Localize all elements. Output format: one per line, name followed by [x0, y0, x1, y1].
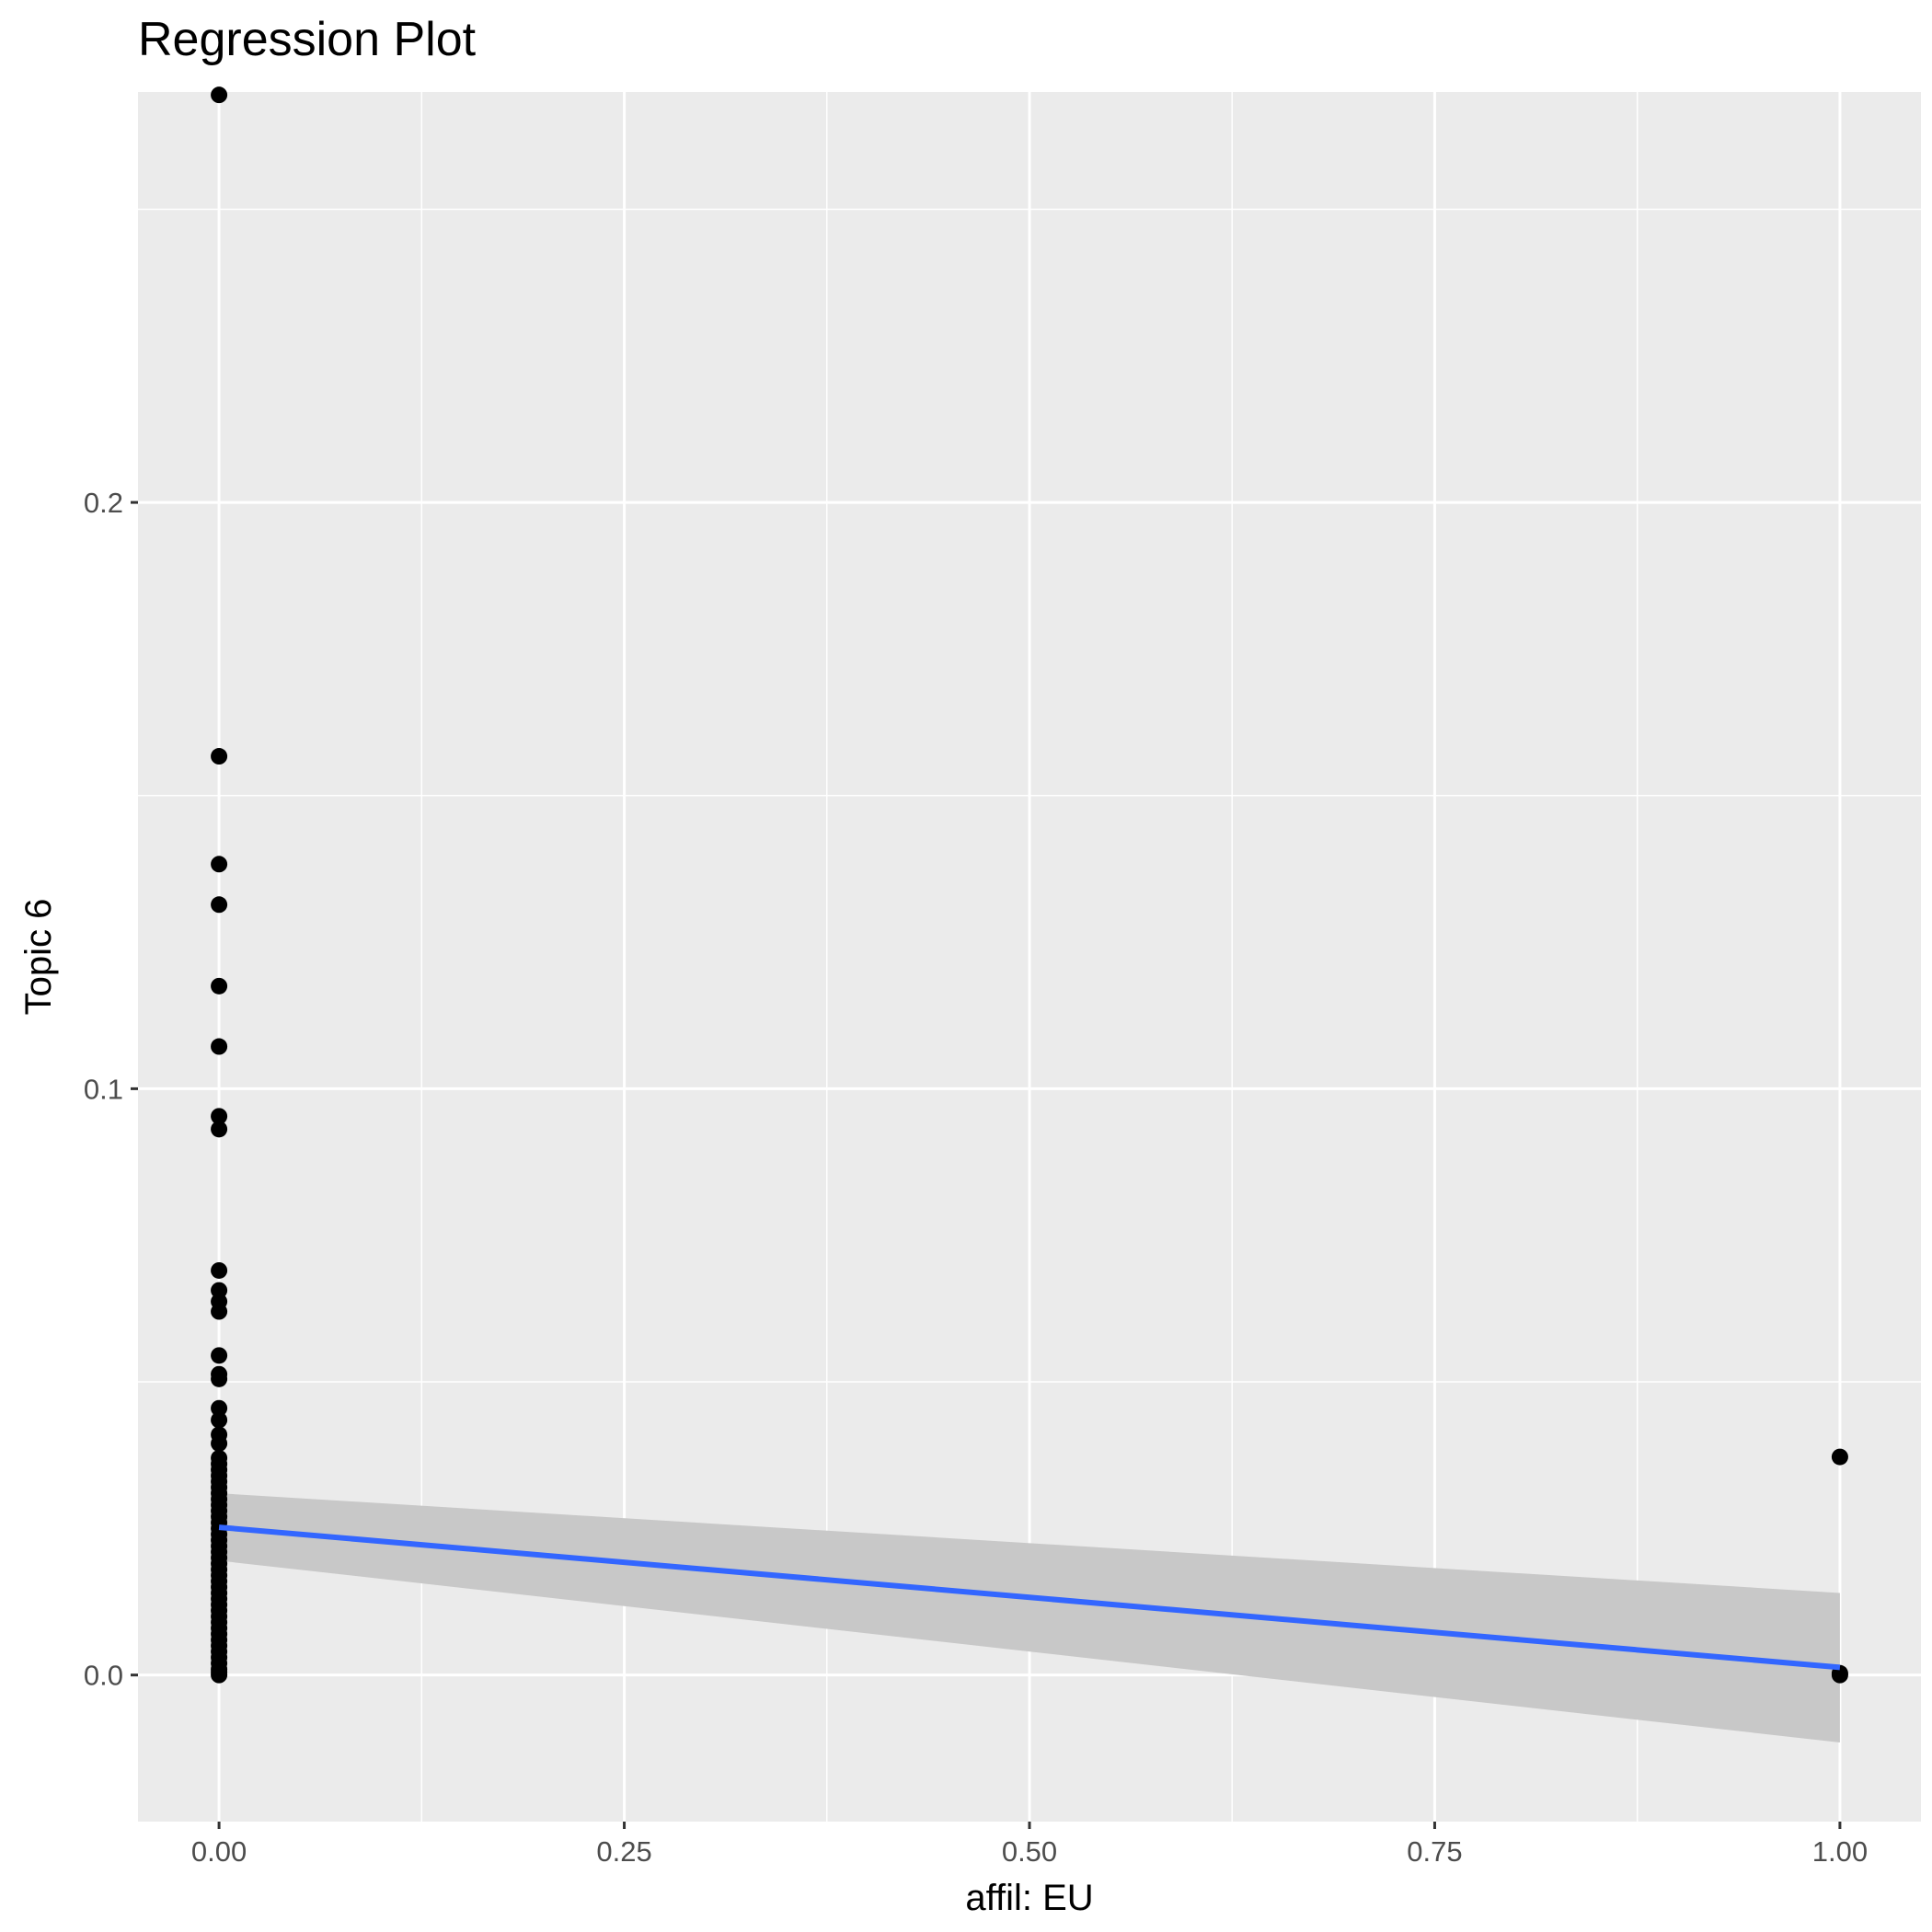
major-gridlines: [138, 92, 1921, 1822]
y-tick-label: 0.2: [84, 487, 123, 519]
y-tick-label: 0.1: [84, 1073, 123, 1105]
chart-title: Regression Plot: [138, 13, 477, 66]
data-point: [211, 1399, 228, 1417]
x-axis-title: affil: EU: [965, 1878, 1093, 1918]
y-axis-title: Topic 6: [18, 899, 59, 1016]
x-axis: 0.00 0.25 0.50 0.75 1.00: [191, 1822, 1868, 1868]
x-tick-label: 0.75: [1407, 1835, 1462, 1868]
data-point: [211, 1347, 228, 1364]
data-point: [211, 896, 228, 914]
data-point: [211, 856, 228, 873]
data-point: [211, 977, 228, 995]
x-tick-label: 1.00: [1812, 1835, 1868, 1868]
y-axis: 0.0 0.1 0.2: [84, 487, 138, 1692]
data-point: [211, 1370, 228, 1387]
data-point: [211, 1666, 228, 1684]
data-point: [211, 86, 228, 104]
x-tick-label: 0.50: [1002, 1835, 1057, 1868]
data-point: [211, 1038, 228, 1055]
data-point: [211, 1434, 228, 1452]
data-point: [211, 748, 228, 765]
confidence-band: [219, 1493, 1840, 1742]
data-point: [1831, 1448, 1848, 1466]
data-point: [211, 1108, 228, 1125]
x-tick-label: 0.25: [596, 1835, 651, 1868]
data-point: [1831, 1666, 1848, 1684]
data-point: [211, 1411, 228, 1429]
regression-line: [218, 1524, 1841, 1671]
data-points: [211, 86, 1848, 1684]
data-point: [211, 1303, 228, 1320]
y-tick-label: 0.0: [84, 1660, 123, 1692]
data-point: [211, 1261, 228, 1279]
data-point: [211, 1121, 228, 1138]
x-tick-label: 0.00: [191, 1835, 247, 1868]
